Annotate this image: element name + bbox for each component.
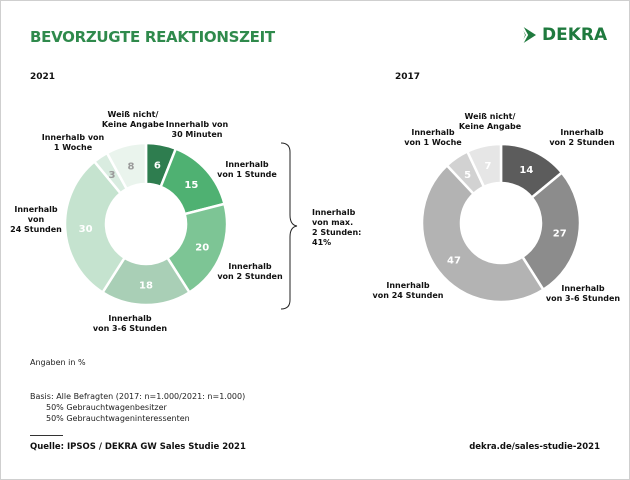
dekra-arrow-icon — [521, 25, 536, 45]
label-2017-1-woche: Innerhalb von 1 Woche — [404, 128, 462, 147]
brace-annotation: Innerhalb von max. 2 Stunden: 41% — [312, 208, 362, 247]
donut-2017: 14 27 47 5 7 — [420, 142, 582, 304]
value-label-2021-1: 15 — [184, 180, 198, 191]
slice-2017-4 — [465, 142, 503, 189]
slice-2017-2 — [420, 163, 546, 304]
logo-text: DEKRA — [542, 25, 608, 45]
label-2017-2-stunden: Innerhalb von 2 Stunden — [549, 128, 615, 147]
value-label-2021-3: 18 — [139, 281, 153, 292]
label-2021-1-stunde: Innerhalb von 1 Stunde — [217, 160, 277, 179]
value-label-2017-0: 14 — [519, 165, 533, 176]
value-label-2021-6: 8 — [127, 161, 134, 172]
label-2017-weiss-nicht: Weiß nicht/Keine Angabe — [458, 112, 522, 131]
value-label-2021-2: 20 — [195, 242, 209, 253]
slice-2021-4 — [63, 159, 127, 295]
value-label-2021-5: 3 — [109, 170, 116, 181]
year-2017: 2017 — [395, 72, 421, 82]
value-label-2017-1: 27 — [553, 228, 567, 239]
year-2021: 2021 — [30, 72, 56, 82]
source-note: Quelle: IPSOS / DEKRA GW Sales Studie 20… — [30, 442, 246, 452]
unit-note: Angaben in % — [30, 358, 86, 367]
dekra-logo: DEKRA — [520, 25, 607, 45]
slice-2017-1 — [520, 170, 582, 292]
label-2021-1-woche: Innerhalb von 1 Woche — [41, 133, 105, 152]
value-label-2021-4: 30 — [79, 224, 93, 235]
brace — [280, 142, 298, 310]
label-2021-2-stunden: Innerhalb von 2 Stunden — [217, 262, 283, 281]
label-2021-30-minuten: Innerhalb von 30 Minuten — [165, 120, 229, 139]
value-label-2017-3: 5 — [464, 170, 471, 181]
basis-note: Basis: Alle Befragten (2017: n=1.000/202… — [30, 392, 246, 423]
label-2017-3-6-stunden: Innerhalb von 3-6 Stunden — [545, 284, 621, 303]
label-2017-24-stunden: Innerhalb von 24 Stunden — [372, 281, 444, 300]
label-2021-3-6-stunden: Innerhalb von 3-6 Stunden — [92, 314, 168, 333]
value-label-2017-2: 47 — [447, 255, 461, 266]
value-label-2021-0: 6 — [154, 161, 161, 172]
label-2021-24-stunden: Innerhalb von 24 Stunden — [10, 205, 62, 234]
page-title: BEVORZUGTE REAKTIONSZEIT — [30, 28, 275, 46]
website-link[interactable]: dekra.de/sales-studie-2021 — [469, 442, 600, 452]
label-2021-weiss-nicht: Weiß nicht/Keine Angabe — [101, 110, 165, 129]
donut-2021: 6 15 20 18 30 38 — [63, 141, 229, 307]
value-label-2017-4: 7 — [485, 161, 492, 172]
slice-2021-6 — [105, 141, 148, 191]
divider — [30, 435, 63, 436]
